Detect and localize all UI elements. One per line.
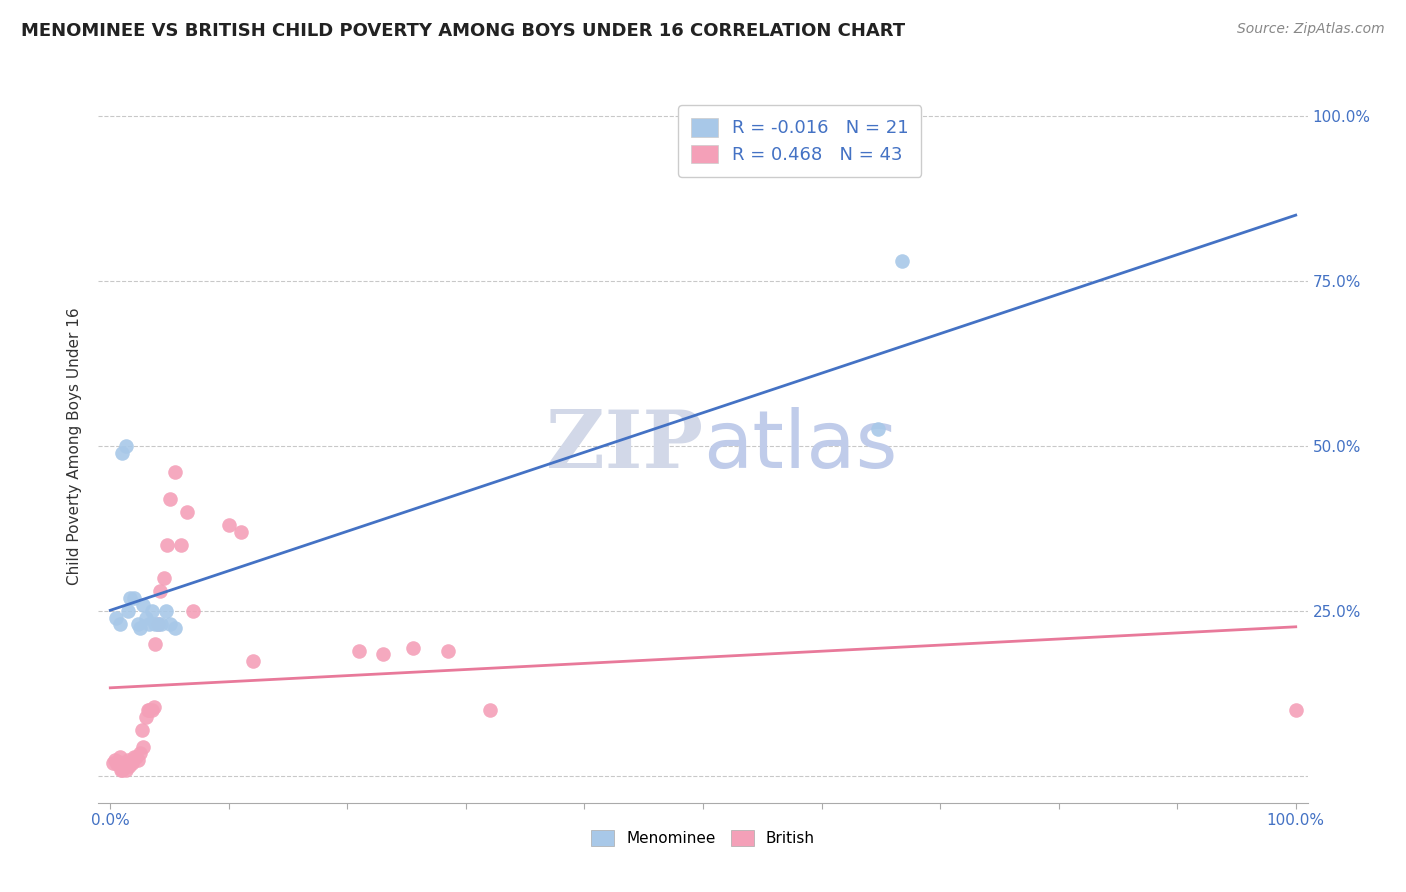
Point xyxy=(104,753,127,767)
Point xyxy=(437,644,460,658)
Point xyxy=(181,604,204,618)
Text: Source: ZipAtlas.com: Source: ZipAtlas.com xyxy=(1237,22,1385,37)
Point xyxy=(478,703,501,717)
Point xyxy=(129,746,152,760)
Point xyxy=(135,710,157,724)
Point xyxy=(159,617,181,632)
Point xyxy=(152,571,174,585)
Point xyxy=(165,621,187,635)
Point xyxy=(114,759,136,773)
Point xyxy=(131,723,153,738)
Point xyxy=(111,445,134,459)
Text: ZIP: ZIP xyxy=(546,407,703,485)
Y-axis label: Child Poverty Among Boys Under 16: Child Poverty Among Boys Under 16 xyxy=(67,307,83,585)
Point xyxy=(118,759,141,773)
Point xyxy=(108,749,131,764)
Point xyxy=(136,703,159,717)
Point xyxy=(141,703,163,717)
Point xyxy=(111,763,134,777)
Point xyxy=(101,756,124,771)
Point xyxy=(1285,703,1308,717)
Point xyxy=(125,749,148,764)
Text: atlas: atlas xyxy=(703,407,897,485)
Point xyxy=(156,538,179,552)
Point xyxy=(371,647,394,661)
Point xyxy=(114,763,136,777)
Point xyxy=(127,753,149,767)
Point xyxy=(155,604,177,618)
Point xyxy=(150,617,173,632)
Point xyxy=(138,617,160,632)
Point xyxy=(146,617,169,632)
Point xyxy=(229,524,252,539)
Point xyxy=(132,739,155,754)
Point xyxy=(170,538,193,552)
Point xyxy=(347,644,370,658)
Point xyxy=(108,617,131,632)
Point xyxy=(138,703,160,717)
Point xyxy=(122,749,145,764)
Point xyxy=(401,640,423,655)
Point xyxy=(114,439,136,453)
Point xyxy=(143,637,166,651)
Point xyxy=(127,617,149,632)
Point xyxy=(107,755,129,769)
Text: MENOMINEE VS BRITISH CHILD POVERTY AMONG BOYS UNDER 16 CORRELATION CHART: MENOMINEE VS BRITISH CHILD POVERTY AMONG… xyxy=(21,22,905,40)
Point xyxy=(891,254,914,268)
Point xyxy=(143,700,166,714)
Point xyxy=(117,604,139,618)
Point xyxy=(143,617,166,632)
Point xyxy=(105,611,128,625)
Point xyxy=(135,611,157,625)
Point xyxy=(122,591,145,605)
Point xyxy=(117,753,139,767)
Point xyxy=(129,621,152,635)
Point xyxy=(159,491,181,506)
Point xyxy=(242,654,264,668)
Point xyxy=(141,604,163,618)
Point xyxy=(165,466,187,480)
Point xyxy=(146,617,169,632)
Point xyxy=(868,422,890,436)
Point xyxy=(105,757,128,772)
Point xyxy=(121,756,143,771)
Point xyxy=(132,598,155,612)
Point xyxy=(120,591,142,605)
Point xyxy=(149,584,172,599)
Point xyxy=(110,763,132,777)
Point xyxy=(120,756,142,771)
Point xyxy=(176,505,198,519)
Legend: Menominee, British: Menominee, British xyxy=(585,824,821,852)
Point xyxy=(218,518,240,533)
